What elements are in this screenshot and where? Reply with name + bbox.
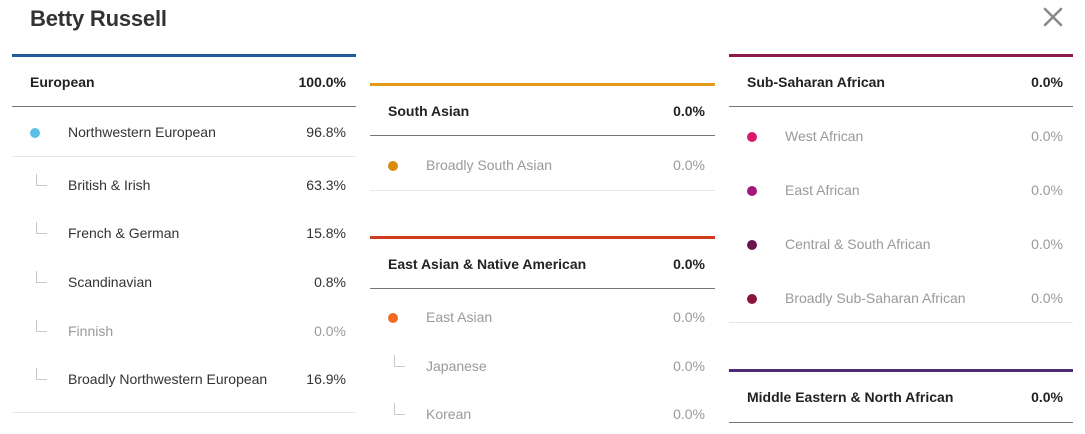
- row-label: East African: [785, 182, 860, 198]
- subregion-branch-icon: [36, 271, 47, 283]
- row-label: Broadly Northwestern European: [68, 371, 268, 387]
- region-percent: 0.0%: [673, 102, 705, 119]
- close-button[interactable]: [1041, 5, 1065, 29]
- row-label: East Asian: [426, 309, 493, 325]
- region-east-asian-native-american: East Asian & Native American 0.0% East A…: [370, 236, 715, 434]
- close-icon[interactable]: [1041, 5, 1065, 29]
- subregion-branch-icon: [394, 355, 405, 367]
- list-item-broadly-northwestern-european[interactable]: Broadly Northwestern European 16.9%: [12, 356, 356, 413]
- row-value: 96.8%: [306, 124, 346, 140]
- row-label: Central & South African: [785, 236, 931, 252]
- list-item-broadly-south-asian[interactable]: Broadly South Asian 0.0%: [370, 137, 715, 191]
- row-value: 0.0%: [1031, 182, 1063, 198]
- page-title: Betty Russell: [30, 6, 167, 31]
- region-percent: 100.0%: [298, 73, 346, 90]
- row-label: West African: [785, 128, 864, 144]
- region-color-bar: [729, 369, 1073, 372]
- region-south-asian: South Asian 0.0% Broadly South Asian 0.0…: [370, 83, 715, 191]
- list-item-west-african[interactable]: West African 0.0%: [729, 113, 1073, 161]
- region-header[interactable]: Sub-Saharan African 0.0%: [729, 57, 1073, 107]
- row-value: 63.3%: [306, 177, 346, 193]
- row-label: Korean: [426, 406, 472, 422]
- region-sub-saharan-african: Sub-Saharan African 0.0% West African 0.…: [729, 54, 1073, 324]
- region-color-bar: [370, 236, 715, 239]
- region-color-bar: [12, 54, 356, 57]
- region-name: East Asian & Native American: [388, 255, 587, 272]
- row-label: Japanese: [426, 358, 487, 374]
- region-color-bar: [370, 83, 715, 86]
- list-item-french-german[interactable]: French & German 15.8%: [12, 210, 356, 258]
- row-value: 16.9%: [306, 371, 346, 387]
- subregion-branch-icon: [36, 174, 47, 186]
- list-item-east-african[interactable]: East African 0.0%: [729, 167, 1073, 215]
- list-item-finnish[interactable]: Finnish 0.0%: [12, 308, 356, 356]
- row-value: 0.0%: [673, 157, 705, 173]
- list-item-central-south-african[interactable]: Central & South African 0.0%: [729, 221, 1073, 269]
- list-item-broadly-sub-saharan-african[interactable]: Broadly Sub-Saharan African 0.0%: [729, 275, 1073, 323]
- row-value: 0.0%: [673, 406, 705, 422]
- color-dot-icon: [747, 294, 757, 304]
- color-dot-icon: [747, 186, 757, 196]
- row-label: Finnish: [68, 323, 114, 339]
- region-percent: 0.0%: [673, 255, 705, 272]
- row-label: French & German: [68, 225, 180, 241]
- subregion-branch-icon: [394, 403, 405, 415]
- row-value: 0.0%: [673, 358, 705, 374]
- color-dot-icon: [747, 132, 757, 142]
- list-item-japanese[interactable]: Japanese 0.0%: [370, 343, 715, 391]
- region-percent: 0.0%: [1031, 73, 1063, 90]
- color-dot-icon: [747, 240, 757, 250]
- row-label: British & Irish: [68, 177, 151, 193]
- subregion-branch-icon: [36, 222, 47, 234]
- color-dot-icon: [388, 313, 398, 323]
- region-european: European 100.0% Northwestern European 96…: [12, 54, 356, 414]
- row-value: 0.0%: [1031, 236, 1063, 252]
- region-percent: 0.0%: [1031, 389, 1063, 405]
- row-value: 0.0%: [314, 323, 346, 339]
- region-name: South Asian: [388, 102, 470, 119]
- row-value: 0.8%: [314, 274, 346, 290]
- subregion-branch-icon: [36, 320, 47, 332]
- row-value: 0.0%: [1031, 290, 1063, 306]
- row-value: 15.8%: [306, 225, 346, 241]
- color-dot-icon: [388, 161, 398, 171]
- list-item-northwestern-european[interactable]: Northwestern European 96.8%: [12, 108, 356, 157]
- list-item-korean[interactable]: Korean 0.0%: [370, 391, 715, 434]
- row-label: Scandinavian: [68, 274, 153, 290]
- list-item-british-irish[interactable]: British & Irish 63.3%: [12, 162, 356, 210]
- region-header[interactable]: European 100.0%: [12, 57, 356, 107]
- row-value: 0.0%: [1031, 128, 1063, 144]
- region-header[interactable]: South Asian 0.0%: [370, 86, 715, 136]
- region-name: European: [30, 73, 95, 90]
- region-header[interactable]: Middle Eastern & North African 0.0%: [729, 372, 1073, 423]
- region-color-bar: [729, 54, 1073, 57]
- row-label: Broadly Sub-Saharan African: [785, 290, 966, 306]
- color-dot-icon: [30, 128, 40, 138]
- region-header[interactable]: East Asian & Native American 0.0%: [370, 239, 715, 289]
- row-label: Broadly South Asian: [426, 157, 553, 173]
- row-value: 0.0%: [673, 309, 705, 325]
- row-label: Northwestern European: [68, 124, 216, 140]
- list-item-scandinavian[interactable]: Scandinavian 0.8%: [12, 259, 356, 307]
- subregion-branch-icon: [36, 368, 47, 380]
- region-name: Middle Eastern & North African: [747, 389, 954, 405]
- region-name: Sub-Saharan African: [747, 73, 885, 90]
- region-middle-eastern-north-african: Middle Eastern & North African 0.0%: [729, 369, 1073, 424]
- list-item-east-asian[interactable]: East Asian 0.0%: [370, 294, 715, 342]
